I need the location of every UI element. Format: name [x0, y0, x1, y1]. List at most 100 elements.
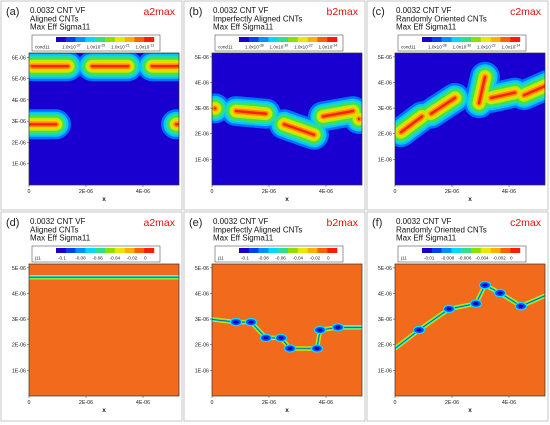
- y-tick-label: 5E-06: [195, 266, 209, 272]
- panel-tag: c2max: [510, 217, 542, 229]
- legend-color-step: [239, 248, 249, 253]
- y-tick-label: 4E-06: [195, 291, 209, 297]
- legend-tick-label: -0.02: [310, 256, 321, 261]
- x-axis-label: x: [285, 407, 289, 414]
- legend-tick-label: 1.0x10-22: [294, 44, 313, 50]
- legend-color-step: [124, 248, 135, 253]
- y-tick-label: 1E-06: [12, 368, 26, 374]
- legend-tick-label: -0.06: [275, 256, 286, 261]
- x-axis-label: x: [468, 407, 472, 414]
- plot-area: [395, 264, 545, 396]
- legend-color-step: [268, 37, 279, 42]
- panel-tag: a2max: [143, 6, 175, 18]
- contact-core: [482, 283, 488, 287]
- y-tick-label: 1E-06: [195, 157, 209, 163]
- panel-title-line: 0.0032 CNT VF: [30, 6, 86, 15]
- contact-core: [233, 320, 239, 324]
- legend-color-step: [248, 248, 259, 253]
- y-tick-label: 3E-06: [195, 317, 209, 323]
- legend-color-step: [95, 37, 106, 42]
- cnt-halo-layer: [429, 96, 457, 115]
- x-tick-label: 2E-06: [445, 189, 459, 195]
- legend-color-step: [490, 248, 501, 253]
- y-tick-label: 3E-06: [12, 317, 26, 323]
- plot-area: [395, 53, 545, 185]
- plot-area: [212, 264, 362, 396]
- x-tick-label: 4E-06: [136, 400, 150, 406]
- y-tick-label: 2E-06: [12, 140, 26, 146]
- y-tick-label: 3E-06: [378, 317, 392, 323]
- legend-tick-label: -0.06: [92, 256, 103, 261]
- legend-color-step: [422, 37, 432, 42]
- panel-title-line: Randomly Oriented CNTs: [396, 225, 487, 234]
- legend-tick-label: -0.04: [293, 256, 304, 261]
- legend-tick-label: -0.008: [441, 256, 454, 261]
- x-tick-label: 0: [28, 400, 31, 406]
- legend-color-step: [500, 37, 511, 42]
- y-tick-label: 5E-06: [12, 266, 26, 272]
- legend-color-step: [95, 248, 106, 253]
- panel-title-line: Max Eff Sigma11: [213, 234, 274, 243]
- legend-color-step: [248, 37, 259, 42]
- y-tick-label: 1E-06: [195, 368, 209, 374]
- axes-frame: [28, 263, 180, 397]
- x-tick-label: 4E-06: [319, 189, 333, 195]
- y-tick-label: 4E-06: [378, 291, 392, 297]
- plot-area: [29, 264, 179, 396]
- legend-color-step: [431, 248, 442, 253]
- cnt-halo-layer: [282, 123, 316, 136]
- legend-color-step: [480, 248, 491, 253]
- panel-tag: b2max: [326, 217, 358, 229]
- legend-color-step: [471, 248, 481, 253]
- legend-tick-label: 1.0x10-38: [245, 44, 264, 50]
- y-tick-label: 5E-06: [12, 77, 26, 83]
- panel-tag: c2max: [510, 6, 542, 18]
- contact-core: [263, 336, 269, 340]
- contact-core: [518, 304, 524, 308]
- x-tick-label: 4E-06: [136, 189, 150, 195]
- legend-color-step: [451, 37, 462, 42]
- legend-tick-label: -0.1: [241, 256, 249, 261]
- y-tick-label: 2E-06: [378, 343, 392, 349]
- panel-title-line: Imperfectly Aligned CNTs: [213, 14, 302, 23]
- panel-letter: (d): [6, 217, 19, 229]
- legend-variable: j11: [217, 256, 224, 261]
- panel-letter: (a): [6, 6, 19, 18]
- legend-color-step: [75, 248, 86, 253]
- y-tick-label: 2E-06: [378, 132, 392, 138]
- legend-color-step: [144, 37, 155, 42]
- legend-color-step: [144, 248, 155, 253]
- x-axis-label: x: [468, 196, 472, 203]
- legend-color-step: [258, 248, 269, 253]
- axes-frame: [28, 52, 180, 186]
- legend-tick-label: 1.0x10-14: [502, 44, 521, 50]
- cnt-halo-layer: [489, 91, 517, 100]
- legend-color-step: [105, 37, 115, 42]
- x-tick-label: 0: [211, 400, 214, 406]
- contact-core: [248, 320, 254, 324]
- legend-tick-label: -0.004: [476, 256, 489, 261]
- legend-tick-label: 1.0x10-29: [87, 44, 106, 50]
- panel-tag: b2max: [326, 6, 358, 18]
- panel-title-line: 0.0032 CNT VF: [396, 217, 452, 226]
- legend-color-step: [278, 248, 289, 253]
- legend-color-step: [124, 37, 135, 42]
- x-tick-label: 0: [394, 400, 397, 406]
- x-axis-label: x: [102, 407, 106, 414]
- legend-color-step: [441, 37, 452, 42]
- panel-title-line: Aligned CNTs: [30, 225, 78, 234]
- x-tick-label: 2E-06: [79, 189, 93, 195]
- y-tick-label: 1E-06: [12, 162, 26, 168]
- panel-title-line: Max Eff Sigma11: [30, 234, 91, 243]
- panel-letter: (f): [372, 217, 382, 229]
- cnt-halo-layer: [399, 115, 424, 134]
- axes-frame: [394, 52, 546, 186]
- y-tick-label: 6E-06: [12, 55, 26, 61]
- cnt-halo-layer: [477, 75, 487, 105]
- legend-tick-label: -0.02: [127, 256, 138, 261]
- y-tick-label: 2E-06: [195, 343, 209, 349]
- legend-color-step: [65, 37, 76, 42]
